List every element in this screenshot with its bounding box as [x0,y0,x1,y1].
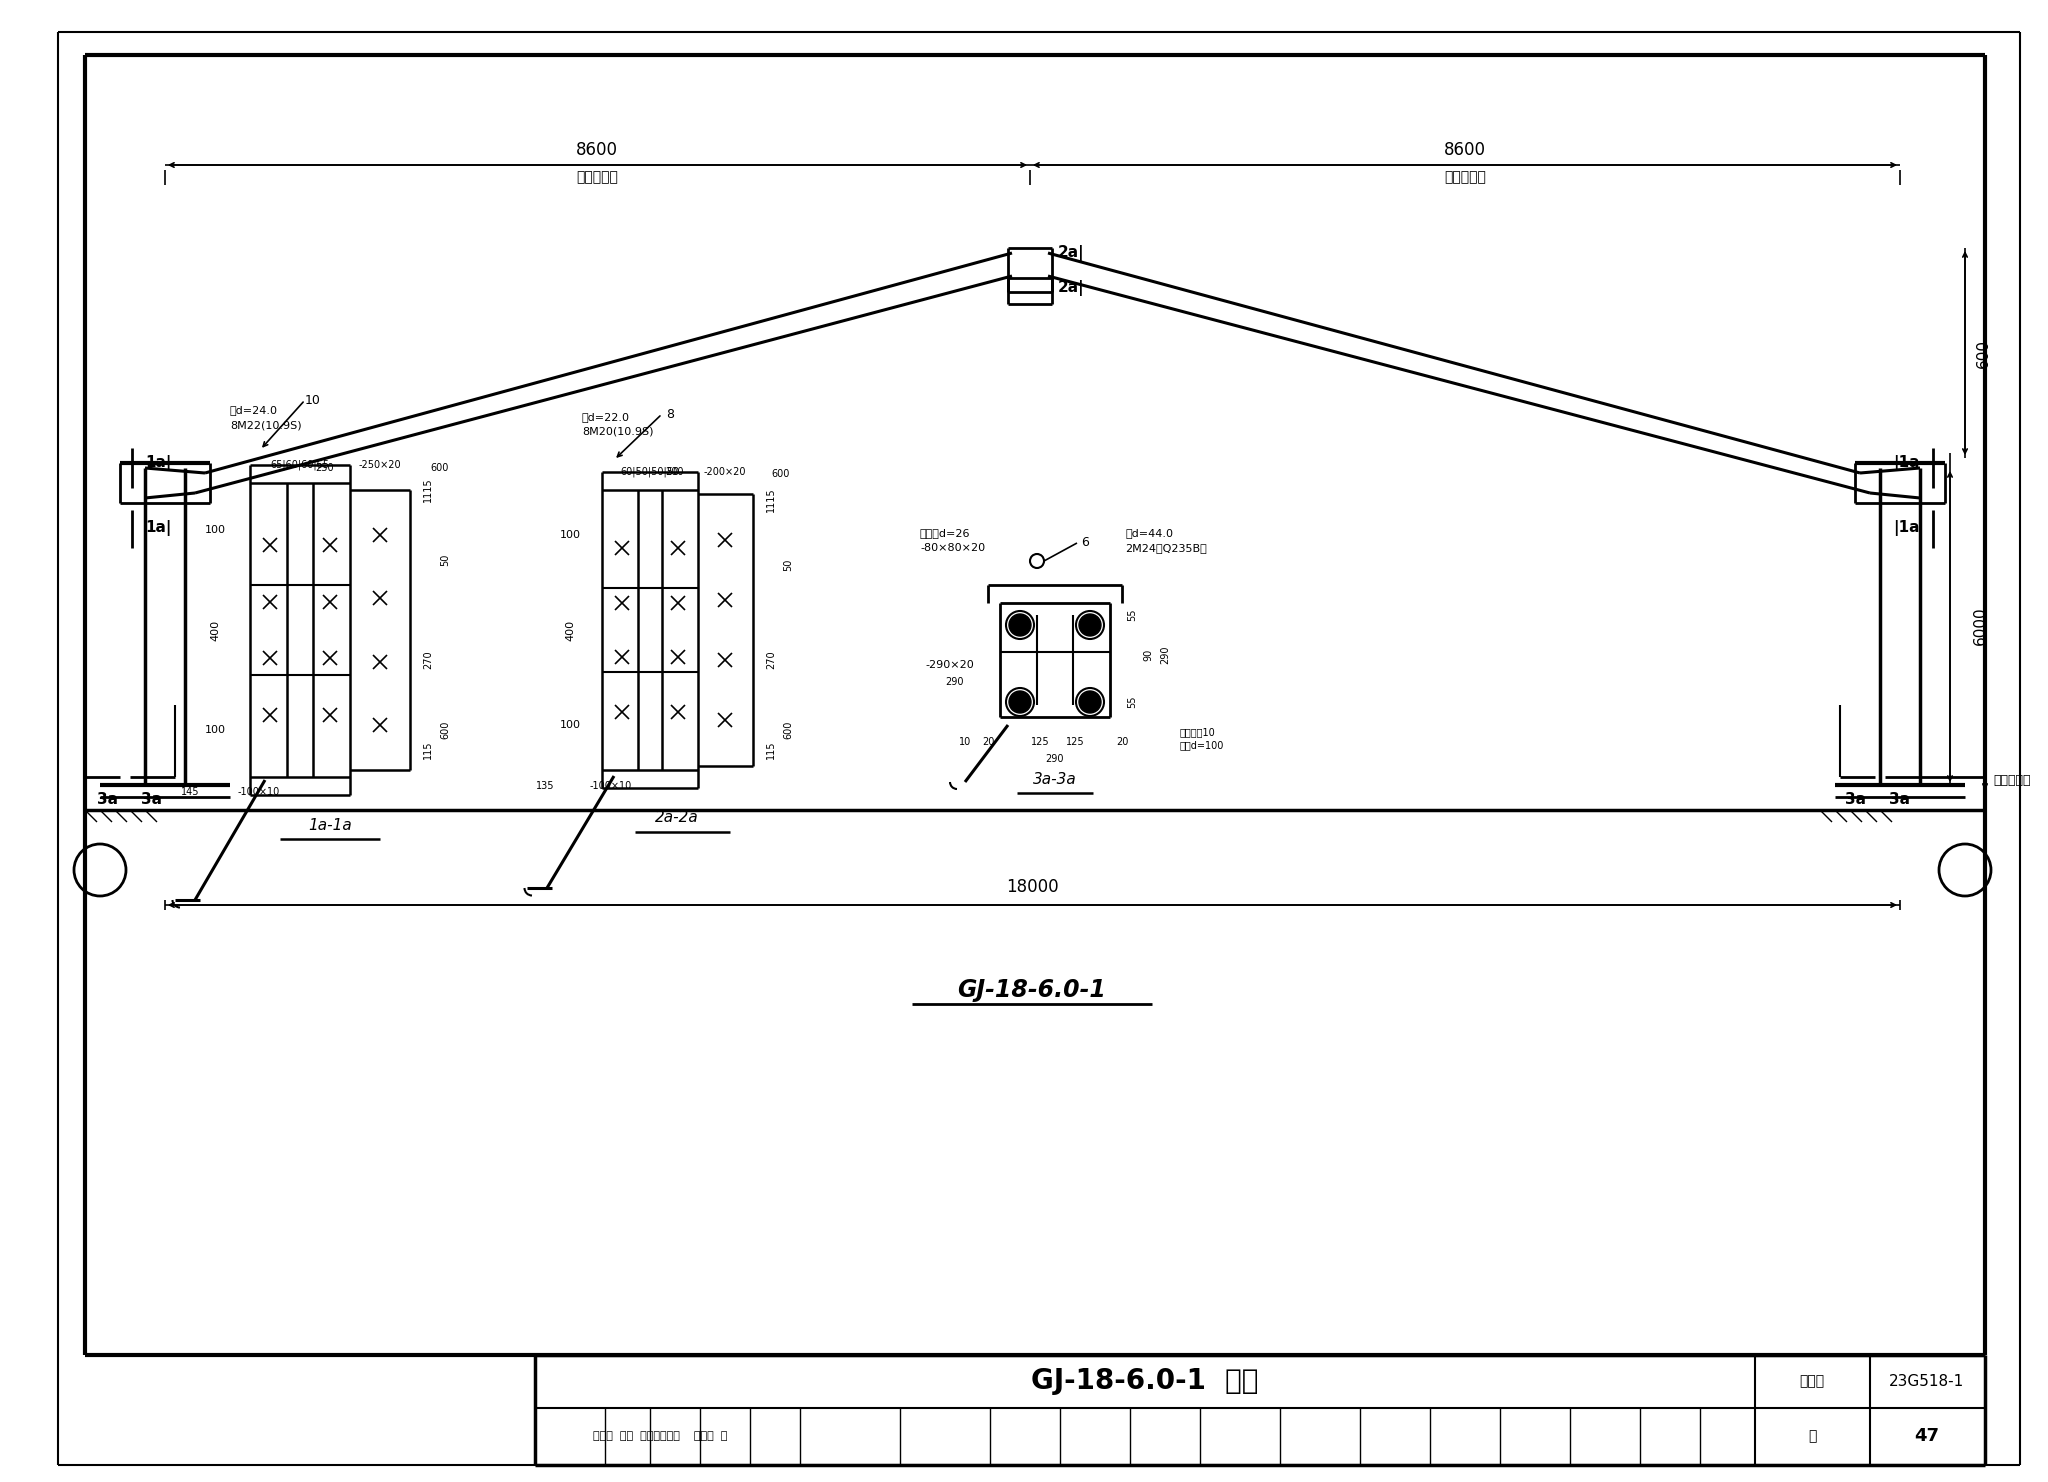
Circle shape [1010,691,1030,713]
Text: 20: 20 [981,737,993,747]
Text: 1a|: 1a| [145,455,172,471]
Text: 10: 10 [958,737,971,747]
Text: 1a|: 1a| [145,520,172,536]
Text: 8: 8 [666,408,674,421]
Text: 50: 50 [782,559,793,571]
Text: 长度d=100: 长度d=100 [1180,740,1225,750]
Text: GJ-18-6.0-1  详图: GJ-18-6.0-1 详图 [1032,1366,1260,1395]
Text: 290: 290 [1047,754,1065,765]
Text: 50: 50 [440,554,451,566]
Text: 125: 125 [1030,737,1049,747]
Text: 2a|: 2a| [1059,245,1085,261]
Text: 3a: 3a [1890,793,1911,808]
Text: 60|50|50|50: 60|50|50|50 [621,467,680,477]
Text: 3a-3a: 3a-3a [1032,772,1077,787]
Text: 250: 250 [315,462,334,473]
Text: 8M22(10.9S): 8M22(10.9S) [229,419,301,430]
Text: 400: 400 [211,619,219,640]
Text: 孔d=22.0: 孔d=22.0 [582,412,631,422]
Text: 135: 135 [537,781,555,791]
Text: 23G518-1: 23G518-1 [1890,1374,1964,1389]
Text: 2a|: 2a| [1059,280,1085,296]
Circle shape [1079,691,1102,713]
Circle shape [1010,614,1030,636]
Text: 65|60|60|65: 65|60|60|65 [270,459,330,470]
Text: -290×20: -290×20 [926,659,973,670]
Text: 18000: 18000 [1006,877,1059,897]
Text: 孔d=44.0: 孔d=44.0 [1124,528,1174,538]
Text: 已板孔d=26: 已板孔d=26 [920,528,971,538]
Text: 1a-1a: 1a-1a [307,818,352,833]
Text: |1a: |1a [1894,455,1921,471]
Text: 2a-2a: 2a-2a [655,811,698,825]
Text: 8M20(10.9S): 8M20(10.9S) [582,427,653,437]
Text: 400: 400 [565,619,575,640]
Text: 基础顶标高: 基础顶标高 [1993,774,2030,787]
Text: 600: 600 [1976,338,1991,368]
Text: 审核刘  威计  威校对田永胜    设计彭  浩: 审核刘 威计 威校对田永胜 设计彭 浩 [592,1432,727,1441]
Text: 3a: 3a [141,793,162,808]
Text: 55: 55 [1126,695,1137,708]
Text: 8600: 8600 [575,141,618,159]
Text: 600: 600 [440,720,451,740]
Text: 10: 10 [305,394,322,406]
Text: 55: 55 [1126,609,1137,621]
Text: -100×10: -100×10 [238,787,281,797]
Text: （第一段）: （第一段） [1444,170,1487,184]
Text: -250×20: -250×20 [358,459,401,470]
Text: 1115: 1115 [766,488,776,513]
Text: -200×20: -200×20 [705,467,745,477]
Text: 页: 页 [1808,1429,1817,1443]
Text: 290: 290 [1159,646,1169,664]
Text: 90: 90 [1143,649,1153,661]
Text: 145: 145 [180,787,199,797]
Text: 125: 125 [1065,737,1083,747]
Text: 100: 100 [559,720,580,731]
Text: -100×10: -100×10 [590,781,633,791]
Text: 270: 270 [424,651,432,670]
Text: 1115: 1115 [424,477,432,502]
Text: 8600: 8600 [1444,141,1487,159]
Text: 600: 600 [430,462,449,473]
Circle shape [1079,614,1102,636]
Text: 3a: 3a [1845,793,1866,808]
Text: 孔d=24.0: 孔d=24.0 [229,405,279,415]
Text: 600: 600 [782,720,793,740]
Text: 2M24（Q235B）: 2M24（Q235B） [1124,542,1206,553]
Text: -80×80×20: -80×80×20 [920,542,985,553]
Text: 115: 115 [766,741,776,759]
Text: 47: 47 [1915,1427,1939,1445]
Text: 115: 115 [424,741,432,759]
Text: 290: 290 [944,677,963,688]
Text: 200: 200 [666,467,684,477]
Text: 100: 100 [205,725,225,735]
Text: 20: 20 [1116,737,1128,747]
Text: （第一段）: （第一段） [575,170,618,184]
Text: 6000: 6000 [1972,606,1987,645]
Text: 图集号: 图集号 [1800,1374,1825,1389]
Text: 600: 600 [772,468,791,479]
Text: 100: 100 [205,525,225,535]
Text: 3a: 3a [96,793,117,808]
Text: 270: 270 [766,651,776,670]
Text: 6: 6 [1081,536,1090,550]
Text: 抗剪键倇10: 抗剪键倇10 [1180,728,1217,737]
Text: GJ-18-6.0-1: GJ-18-6.0-1 [958,978,1106,1002]
Text: |1a: |1a [1894,520,1921,536]
Text: 100: 100 [559,531,580,539]
